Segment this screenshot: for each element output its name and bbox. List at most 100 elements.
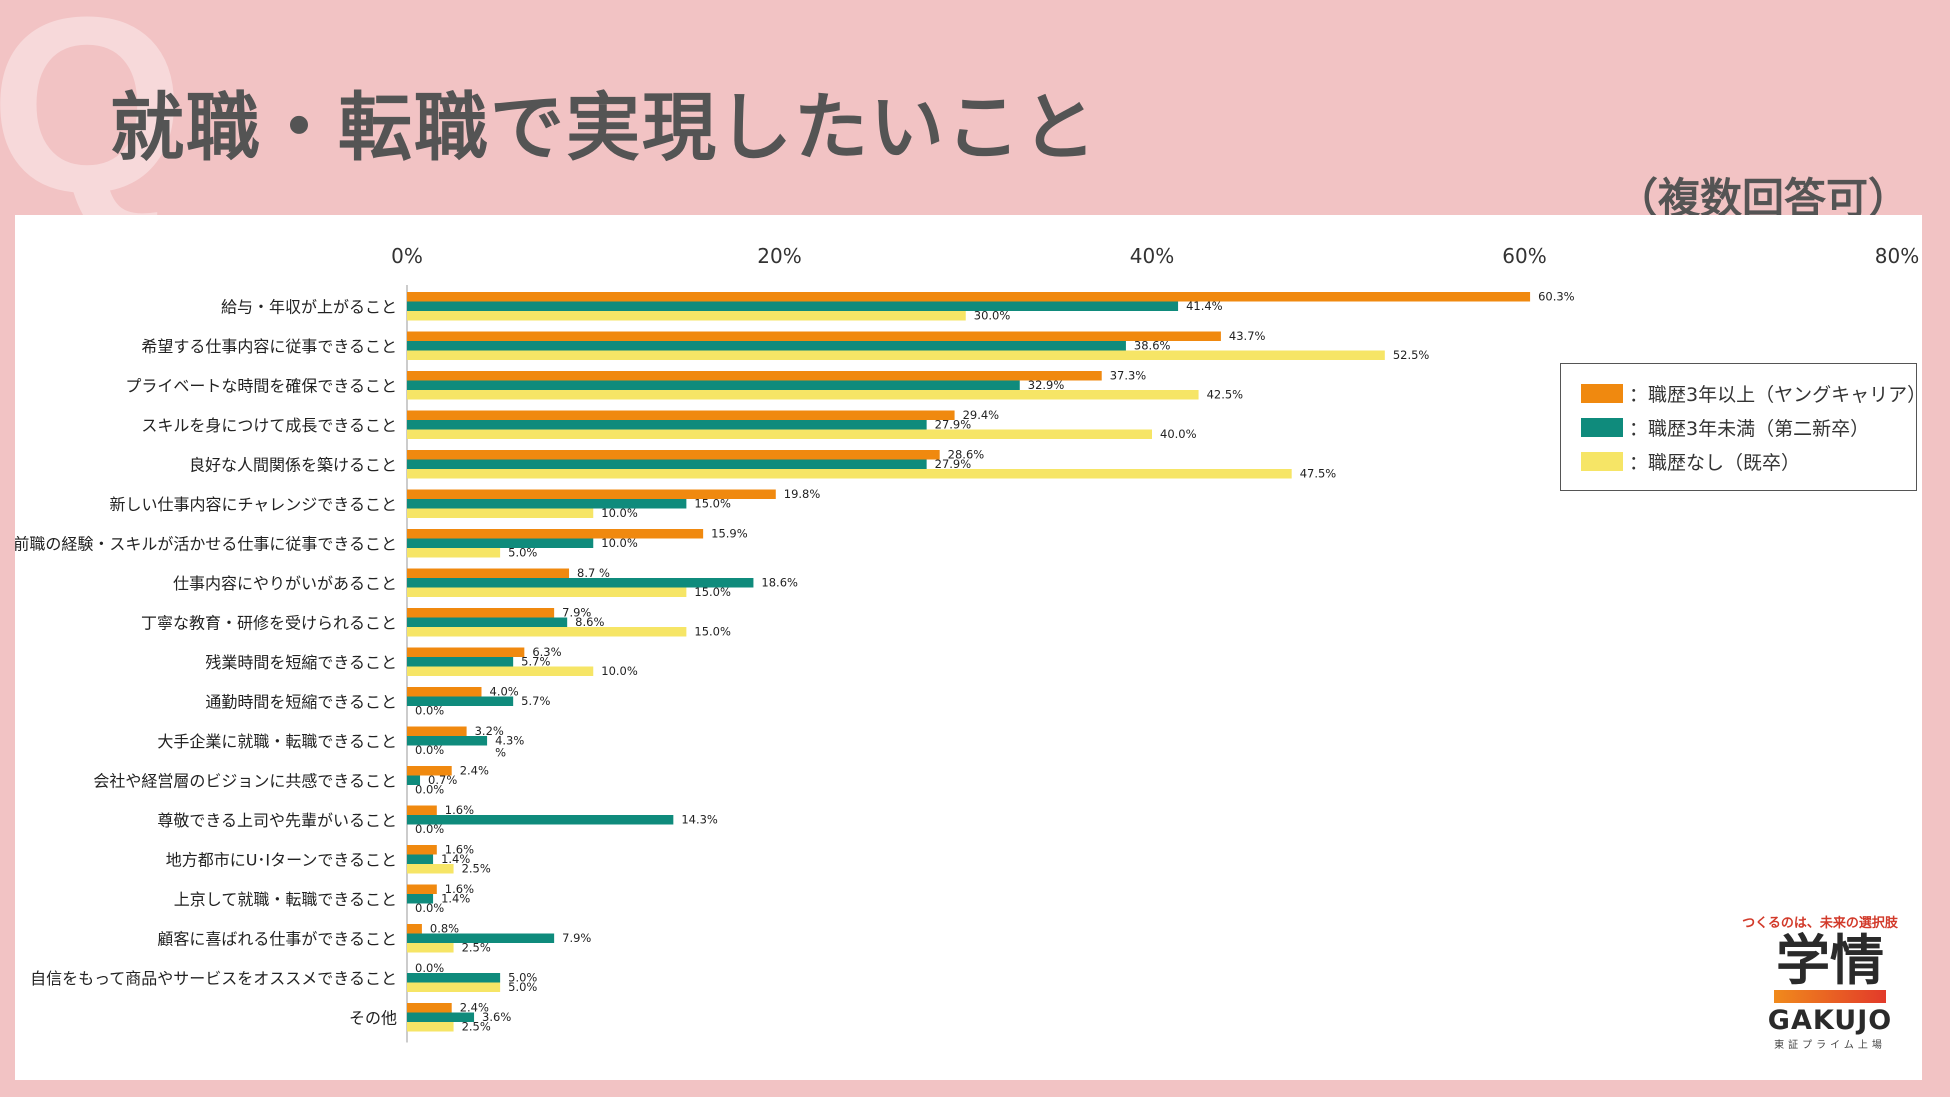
data-label: 5.7%	[521, 655, 550, 669]
bar-series-3	[407, 666, 594, 676]
data-label: 14.3%	[681, 813, 718, 827]
bar-series-3	[407, 429, 1152, 439]
data-label: 3.2%	[475, 724, 504, 738]
bar-series-2	[407, 973, 501, 983]
bar-series-3	[407, 469, 1292, 479]
legend-swatch-orange	[1581, 383, 1623, 403]
bar-series-1	[407, 568, 570, 578]
stray-label: %	[495, 746, 506, 760]
category-label: 給与・年収が上がること	[221, 297, 397, 316]
category-label: 地方都市にU･Iターンできること	[166, 850, 397, 869]
bar-series-1	[407, 687, 482, 697]
bar-series-3	[407, 350, 1385, 360]
bar-series-3	[407, 508, 594, 518]
bar-series-2	[407, 538, 594, 548]
category-label: 新しい仕事内容にチャレンジできること	[109, 495, 397, 514]
category-label: 自信をもって商品やサービスをオススメできること	[30, 969, 397, 988]
data-label: 10.0%	[601, 536, 638, 550]
data-label: 1.6%	[445, 803, 474, 817]
bar-series-3	[407, 943, 454, 953]
bar-series-3	[407, 548, 501, 558]
category-label: 顧客に喜ばれる仕事ができること	[157, 929, 397, 948]
data-label: 2.4%	[460, 1001, 489, 1015]
bar-series-3	[407, 627, 687, 637]
bar-series-3	[407, 982, 501, 992]
bar-series-1	[407, 489, 776, 499]
bar-series-2	[407, 578, 754, 588]
bar-series-1	[407, 450, 940, 460]
legend-swatch-yellow	[1581, 451, 1623, 471]
bar-series-1	[407, 884, 437, 894]
data-label: 2.5%	[462, 941, 491, 955]
data-label: 2.5%	[462, 1020, 491, 1034]
gakujo-logo: つくるのは、未来の選択肢 学情 GAKUJO 東証プライム上場	[1742, 912, 1905, 1062]
bar-series-2	[407, 301, 1179, 311]
category-label: 尊敬できる上司や先輩がいること	[157, 811, 397, 830]
data-label: 52.5%	[1393, 348, 1430, 362]
category-label: 残業時間を短縮できること	[205, 653, 397, 672]
logo-gradient-bar	[1774, 990, 1886, 1004]
data-label: 1.6%	[445, 882, 474, 896]
bar-series-2	[407, 380, 1020, 390]
bar-series-1	[407, 766, 452, 776]
data-label: 27.9%	[935, 418, 972, 432]
legend-label: ：職歴なし（既卒）	[1629, 451, 1801, 474]
bar-series-3	[407, 864, 454, 874]
bar-series-1	[407, 331, 1221, 341]
category-label: 会社や経営層のビジョンに共感できること	[93, 771, 397, 790]
q-mark-decoration: Q	[0, 0, 185, 244]
data-label: 42.5%	[1207, 388, 1244, 402]
data-label: 60.3%	[1538, 290, 1575, 304]
data-label: 29.4%	[963, 408, 1000, 422]
category-label: 上京して就職・転職できること	[174, 890, 397, 909]
data-label: 10.0%	[601, 664, 638, 678]
bar-series-2	[407, 657, 514, 667]
bar-series-1	[407, 924, 422, 934]
data-label: 8.7 %	[577, 566, 610, 580]
bar-series-1	[407, 529, 704, 539]
data-label: 5.7%	[521, 694, 550, 708]
bar-series-2	[407, 1012, 475, 1022]
bar-series-2	[407, 617, 568, 627]
data-label: 18.6%	[761, 576, 798, 590]
logo-name: 学情	[1776, 928, 1884, 992]
data-label: 28.6%	[948, 448, 985, 462]
bar-series-1	[407, 1003, 452, 1013]
data-label: 8.6%	[575, 615, 604, 629]
category-label: 希望する仕事内容に従事できること	[141, 337, 397, 356]
data-label: 43.7%	[1229, 329, 1266, 343]
bar-series-3	[407, 311, 966, 321]
data-label: 15.0%	[694, 585, 731, 599]
bar-series-2	[407, 459, 927, 469]
data-label: 3.6%	[482, 1010, 511, 1024]
data-label: 0.8%	[430, 922, 459, 936]
bar-series-3	[407, 390, 1199, 400]
data-label: 10.0%	[601, 506, 638, 520]
legend-label: ：職歴3年以上（ヤングキャリア）	[1629, 383, 1927, 406]
x-tick-label: 40%	[1130, 244, 1174, 268]
bar-series-2	[407, 775, 421, 785]
page-subtitle: （複数回答可）	[1615, 174, 1910, 223]
data-label: 5.0%	[508, 546, 537, 560]
data-label: 32.9%	[1028, 378, 1065, 392]
category-label: 良好な人間関係を築けること	[189, 455, 397, 474]
category-label: スキルを身につけて成長できること	[141, 416, 397, 435]
bar-series-3	[407, 587, 687, 597]
chart-panel: 0% 20% 40% 60% 80% 給与・年収が上がること 60.3% 41.4% 30.0%…	[15, 215, 1922, 1080]
data-label: 4.0%	[490, 685, 519, 699]
bar-series-1	[407, 292, 1531, 302]
category-label: 通勤時間を短縮できること	[205, 692, 397, 711]
bar-series-1	[407, 805, 437, 815]
data-label: 5.0%	[508, 971, 537, 985]
bar-series-2	[407, 894, 434, 904]
data-label: 0.0%	[415, 743, 444, 757]
bar-series-2	[407, 933, 555, 943]
data-label: 15.9%	[711, 527, 748, 541]
data-label: 6.3%	[532, 645, 561, 659]
category-label: その他	[349, 1008, 397, 1027]
data-label: 15.0%	[694, 497, 731, 511]
legend-item-second-new-grad: ：職歴3年未満（第二新卒）	[1581, 415, 1869, 440]
x-tick-label: 20%	[757, 244, 801, 268]
chart-legend: ：職歴3年以上（ヤングキャリア） ：職歴3年未満（第二新卒） ：職歴なし（既卒）	[1560, 363, 1926, 491]
category-label: 丁寧な教育・研修を受けられること	[141, 613, 397, 632]
